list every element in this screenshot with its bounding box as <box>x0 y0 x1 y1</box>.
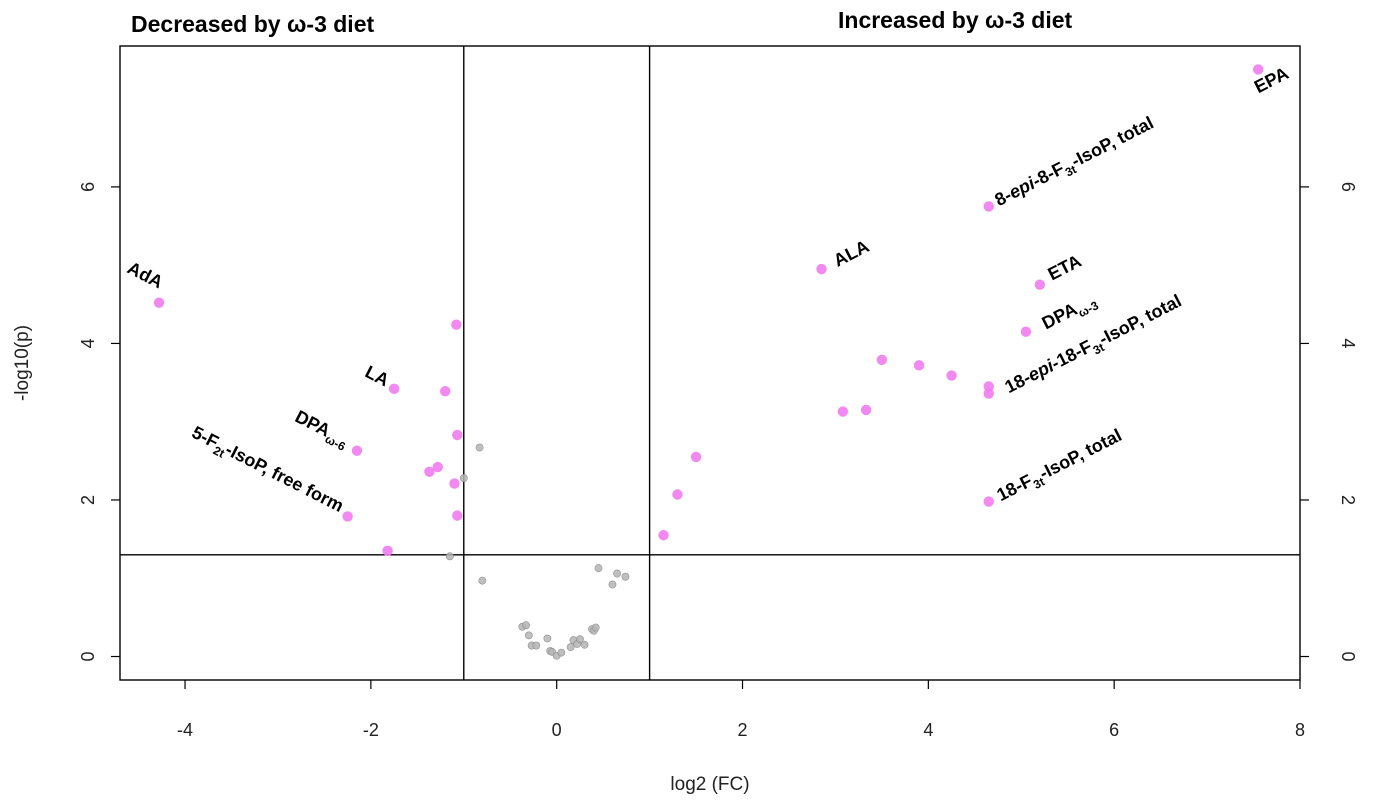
nonsignificant-point <box>478 576 487 585</box>
nonsignificant-point <box>445 552 454 561</box>
significant-point <box>451 319 462 330</box>
nonsignificant-point <box>580 640 589 649</box>
significant-point <box>439 385 451 397</box>
y-tick-label-left: 4 <box>78 338 98 348</box>
point-label: ETA <box>1045 251 1085 285</box>
significant-point <box>837 406 849 417</box>
significant-point <box>1252 64 1264 75</box>
x-axis-title: log2 (FC) <box>670 774 749 795</box>
point-label: DPAω-6 <box>290 406 352 454</box>
x-tick-label: -2 <box>363 720 379 740</box>
significant-point <box>424 466 435 477</box>
significant-point <box>432 461 443 473</box>
nonsignificant-point <box>522 621 530 630</box>
significant-point <box>351 445 363 456</box>
y-axis-title: -log10(p) <box>12 325 33 401</box>
y-tick-label-right: 2 <box>1338 495 1358 505</box>
y-tick-label-left: 6 <box>78 182 98 192</box>
nonsignificant-point <box>576 635 584 644</box>
point-label: 8-epi-8-F3t-IsoP, total <box>991 113 1158 214</box>
significant-point <box>876 354 888 366</box>
y-tick-label-right: 4 <box>1338 338 1358 348</box>
significant-point <box>860 404 872 416</box>
x-tick-label: 6 <box>1109 720 1119 740</box>
x-tick-label: 4 <box>923 720 933 740</box>
nonsignificant-point <box>475 443 484 452</box>
point-label: DPAω-3 <box>1039 289 1101 337</box>
x-tick-label: 8 <box>1295 720 1305 740</box>
y-tick-label-left: 2 <box>78 495 98 505</box>
point-label: LA <box>362 362 392 391</box>
x-tick-label: 0 <box>552 720 562 740</box>
y-axis-right: 0 2 4 6 <box>1300 182 1358 662</box>
point-label: AdA <box>124 258 166 293</box>
y-tick-label-right: 0 <box>1338 652 1358 662</box>
nonsignificant-points <box>445 443 630 660</box>
nonsignificant-point <box>613 569 621 578</box>
significant-point <box>452 429 463 441</box>
threshold-lines <box>120 46 1300 680</box>
nonsignificant-point <box>594 564 603 572</box>
significant-point <box>382 545 393 557</box>
significant-point <box>388 383 400 395</box>
significant-point <box>946 370 957 381</box>
significant-point <box>1034 279 1046 290</box>
significant-point <box>452 510 463 521</box>
significant-point <box>449 478 460 489</box>
significant-point <box>658 529 669 541</box>
point-label: ALA <box>830 236 872 271</box>
nonsignificant-point <box>532 641 541 650</box>
nonsignificant-point <box>459 474 468 482</box>
significant-point <box>672 489 683 500</box>
nonsignificant-point <box>591 623 600 632</box>
region-title-right: Increased by ω-3 diet <box>838 7 1073 33</box>
nonsignificant-point <box>524 631 533 640</box>
significant-point <box>1020 326 1032 337</box>
significant-point <box>983 201 994 212</box>
y-tick-label-right: 6 <box>1338 182 1358 192</box>
nonsignificant-point <box>621 572 630 581</box>
nonsignificant-point <box>566 643 575 652</box>
significant-point <box>342 511 353 522</box>
x-tick-label: 2 <box>738 720 748 740</box>
significant-point <box>690 451 702 463</box>
significant-point <box>983 496 994 507</box>
significant-point <box>153 297 165 308</box>
x-axis: -4 -2 0 2 4 6 8 <box>177 680 1305 740</box>
plot-frame <box>119 45 1301 681</box>
y-tick-label-left: 0 <box>78 652 98 662</box>
significant-point <box>816 263 827 275</box>
significant-point <box>913 360 925 371</box>
significant-point <box>983 388 994 399</box>
significant-points <box>153 64 1264 557</box>
point-label: 18-F3t-IsoP, total <box>993 425 1126 509</box>
nonsignificant-point <box>557 648 566 657</box>
x-tick-label: -4 <box>177 720 193 740</box>
nonsignificant-point <box>543 634 552 643</box>
nonsignificant-point <box>608 580 617 589</box>
region-title-left: Decreased by ω-3 diet <box>131 11 374 37</box>
y-axis-left: 0 2 4 6 <box>78 182 120 662</box>
